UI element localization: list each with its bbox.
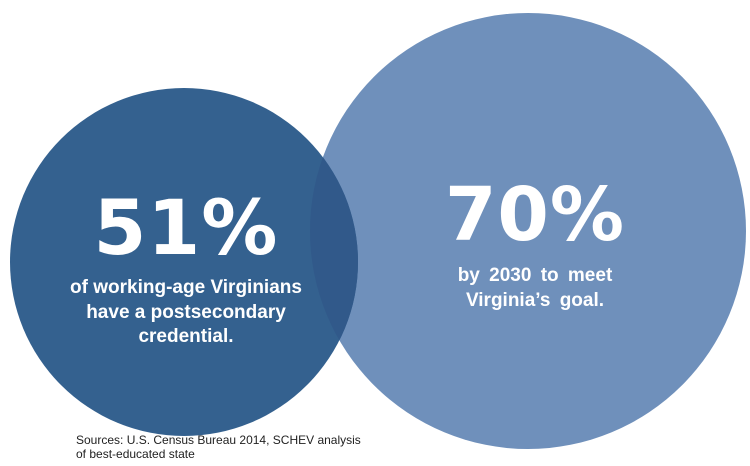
stat-goal-2030: 70% by 2030 to meet Virginia’s goal. xyxy=(420,178,650,313)
caption-line: credential. xyxy=(138,326,234,348)
caption-line: have a postsecondary xyxy=(86,301,286,323)
sources-line: of best-educated state xyxy=(76,447,195,461)
stat-value-70: 70% xyxy=(444,172,626,258)
sources-note: Sources: U.S. Census Bureau 2014, SCHEV … xyxy=(76,433,436,461)
right-circle xyxy=(310,13,746,449)
left-circle xyxy=(10,88,358,436)
caption-line: by 2030 to meet xyxy=(457,265,613,286)
caption-line: of working-age Virginians xyxy=(70,277,302,298)
caption-line: Virginia’s goal. xyxy=(465,289,605,311)
stat-caption-goal: by 2030 to meet Virginia’s goal. xyxy=(420,264,650,313)
stat-working-age: 51% of working-age Virginians have a pos… xyxy=(62,190,310,350)
stat-value-51: 51% xyxy=(93,183,279,272)
stat-caption-working-age: of working-age Virginians have a postsec… xyxy=(62,276,310,350)
sources-line: Sources: U.S. Census Bureau 2014, SCHEV … xyxy=(76,433,361,447)
